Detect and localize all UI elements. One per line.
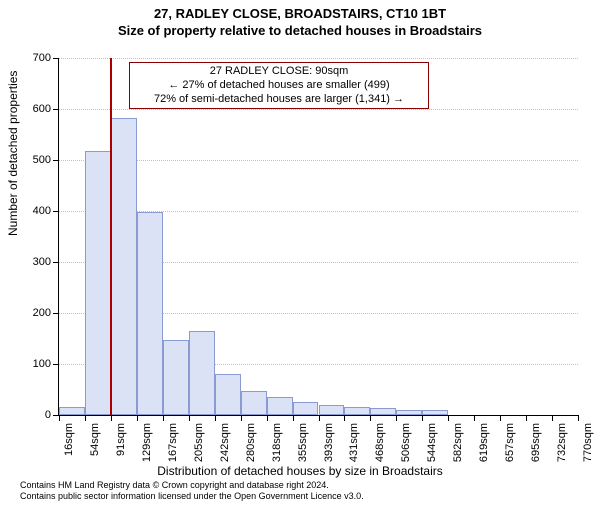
x-tick bbox=[241, 415, 242, 421]
x-tick bbox=[137, 415, 138, 421]
x-tick-label: 468sqm bbox=[374, 423, 386, 462]
y-tick-label: 400 bbox=[33, 205, 51, 217]
annotation-line2: ← 27% of detached houses are smaller (49… bbox=[136, 79, 422, 93]
histogram-bar bbox=[422, 410, 448, 415]
y-tick-label: 700 bbox=[33, 52, 51, 64]
title-line-2: Size of property relative to detached ho… bbox=[0, 23, 600, 38]
histogram-bar bbox=[241, 391, 267, 415]
histogram-bar bbox=[137, 212, 163, 415]
x-tick bbox=[500, 415, 501, 421]
histogram-bar bbox=[267, 397, 293, 415]
y-tick-label: 0 bbox=[45, 409, 51, 421]
y-tick-label: 200 bbox=[33, 307, 51, 319]
x-tick-label: 355sqm bbox=[297, 423, 309, 462]
histogram-bar bbox=[111, 118, 137, 415]
y-tick bbox=[53, 211, 59, 212]
annotation-line1: 27 RADLEY CLOSE: 90sqm bbox=[136, 65, 422, 79]
y-tick bbox=[53, 109, 59, 110]
x-tick bbox=[422, 415, 423, 421]
histogram-bar bbox=[344, 407, 370, 415]
histogram-bar bbox=[59, 407, 85, 415]
gridline bbox=[59, 160, 578, 161]
x-tick-label: 16sqm bbox=[63, 423, 75, 456]
x-tick-label: 695sqm bbox=[530, 423, 542, 462]
x-axis-label: Distribution of detached houses by size … bbox=[0, 464, 600, 478]
x-tick bbox=[396, 415, 397, 421]
footer-attribution: Contains HM Land Registry data © Crown c… bbox=[20, 480, 364, 502]
x-tick-label: 91sqm bbox=[115, 423, 127, 456]
x-tick bbox=[293, 415, 294, 421]
x-tick-label: 280sqm bbox=[245, 423, 257, 462]
y-tick bbox=[53, 262, 59, 263]
x-tick-label: 657sqm bbox=[504, 423, 516, 462]
gridline bbox=[59, 58, 578, 59]
x-tick bbox=[85, 415, 86, 421]
x-tick bbox=[59, 415, 60, 421]
property-marker-line bbox=[110, 58, 112, 415]
x-tick-label: 242sqm bbox=[219, 423, 231, 462]
x-tick-label: 770sqm bbox=[582, 423, 594, 462]
x-tick-label: 431sqm bbox=[348, 423, 360, 462]
x-tick bbox=[370, 415, 371, 421]
x-tick bbox=[526, 415, 527, 421]
footer-line-2: Contains public sector information licen… bbox=[20, 491, 364, 502]
footer-line-1: Contains HM Land Registry data © Crown c… bbox=[20, 480, 364, 491]
y-tick-label: 300 bbox=[33, 256, 51, 268]
x-tick bbox=[474, 415, 475, 421]
y-tick-label: 100 bbox=[33, 358, 51, 370]
x-tick-label: 167sqm bbox=[167, 423, 179, 462]
x-tick bbox=[163, 415, 164, 421]
histogram-bar bbox=[396, 410, 422, 415]
x-tick-label: 54sqm bbox=[89, 423, 101, 456]
x-tick bbox=[111, 415, 112, 421]
x-tick-label: 544sqm bbox=[426, 423, 438, 462]
histogram-bar bbox=[215, 374, 241, 415]
y-tick-label: 600 bbox=[33, 103, 51, 115]
x-tick bbox=[448, 415, 449, 421]
y-tick bbox=[53, 160, 59, 161]
histogram-bar bbox=[293, 402, 319, 415]
x-tick bbox=[319, 415, 320, 421]
y-tick bbox=[53, 313, 59, 314]
histogram-bar bbox=[189, 331, 215, 415]
x-tick bbox=[344, 415, 345, 421]
x-tick bbox=[189, 415, 190, 421]
y-axis-label: Number of detached properties bbox=[6, 71, 20, 236]
histogram-bar bbox=[163, 340, 189, 415]
x-tick-label: 619sqm bbox=[478, 423, 490, 462]
title-line-1: 27, RADLEY CLOSE, BROADSTAIRS, CT10 1BT bbox=[0, 6, 600, 21]
y-tick bbox=[53, 364, 59, 365]
x-tick-label: 732sqm bbox=[556, 423, 568, 462]
x-tick bbox=[552, 415, 553, 421]
x-tick bbox=[215, 415, 216, 421]
histogram-bar bbox=[370, 408, 396, 415]
y-tick bbox=[53, 58, 59, 59]
chart-container: 27, RADLEY CLOSE, BROADSTAIRS, CT10 1BT … bbox=[0, 6, 600, 506]
x-tick-label: 129sqm bbox=[141, 423, 153, 462]
y-tick-label: 500 bbox=[33, 154, 51, 166]
annotation-line3: 72% of semi-detached houses are larger (… bbox=[136, 93, 422, 107]
histogram-bar bbox=[85, 151, 111, 415]
x-tick-label: 582sqm bbox=[452, 423, 464, 462]
histogram-plot: 010020030040050060070016sqm54sqm91sqm129… bbox=[58, 58, 578, 416]
x-tick-label: 205sqm bbox=[193, 423, 205, 462]
x-tick-label: 318sqm bbox=[271, 423, 283, 462]
x-tick-label: 393sqm bbox=[323, 423, 335, 462]
x-tick-label: 506sqm bbox=[400, 423, 412, 462]
histogram-bar bbox=[319, 405, 345, 415]
x-tick bbox=[267, 415, 268, 421]
x-tick bbox=[578, 415, 579, 421]
annotation-box: 27 RADLEY CLOSE: 90sqm← 27% of detached … bbox=[129, 62, 429, 109]
